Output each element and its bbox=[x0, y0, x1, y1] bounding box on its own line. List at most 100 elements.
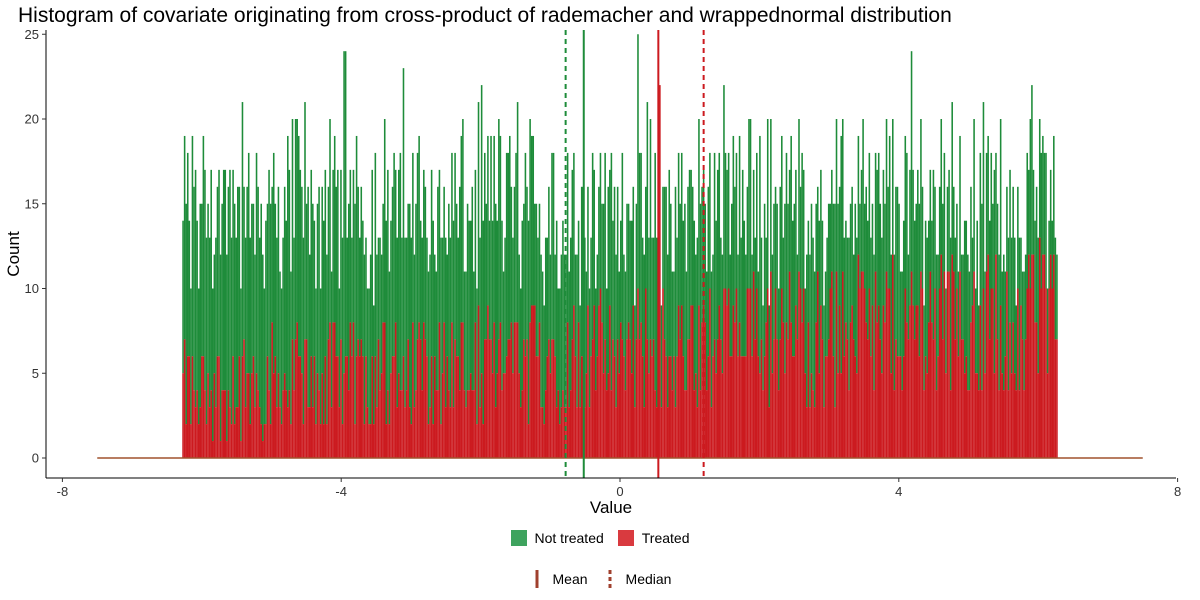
bar-treated bbox=[479, 407, 481, 458]
bar-treated bbox=[548, 339, 550, 458]
bar-not-treated bbox=[347, 203, 350, 391]
bar-treated bbox=[871, 305, 874, 458]
bar-treated bbox=[1046, 373, 1049, 458]
bar-treated bbox=[895, 339, 897, 458]
bar-treated bbox=[921, 288, 924, 458]
bar-treated bbox=[641, 356, 644, 458]
bar-treated bbox=[559, 424, 561, 458]
y-tick-label: 0 bbox=[32, 451, 39, 466]
bar-not-treated bbox=[977, 305, 980, 391]
bar-not-treated bbox=[776, 203, 778, 340]
bar-not-treated bbox=[251, 203, 253, 374]
bar-not-treated bbox=[255, 152, 258, 374]
bar-not-treated bbox=[594, 288, 597, 391]
bar-not-treated bbox=[424, 186, 427, 340]
bar-treated bbox=[505, 356, 508, 458]
bar-treated bbox=[738, 322, 741, 458]
bar-not-treated bbox=[924, 220, 927, 357]
bar-not-treated bbox=[821, 220, 824, 340]
bar-treated bbox=[709, 288, 711, 458]
not-treated-bars bbox=[182, 34, 1058, 442]
bar-treated bbox=[788, 271, 791, 458]
bar-treated bbox=[859, 288, 861, 458]
bar-treated bbox=[752, 271, 755, 458]
bar-not-treated bbox=[562, 220, 564, 391]
bar-treated bbox=[852, 339, 855, 458]
bar-not-treated bbox=[938, 186, 941, 289]
bar-not-treated bbox=[463, 271, 466, 391]
bar-treated bbox=[971, 305, 974, 458]
bar-not-treated bbox=[471, 186, 474, 391]
bar-not-treated bbox=[999, 119, 1002, 306]
bar-not-treated bbox=[962, 254, 964, 340]
bar-not-treated bbox=[232, 169, 234, 357]
bar-not-treated bbox=[537, 237, 539, 357]
bar-treated bbox=[469, 373, 472, 458]
bar-treated bbox=[438, 322, 441, 458]
bar-treated bbox=[576, 407, 578, 458]
bar-treated bbox=[959, 271, 961, 458]
bar-treated bbox=[730, 356, 733, 458]
bar-not-treated bbox=[238, 186, 241, 357]
bar-treated bbox=[374, 356, 377, 458]
bar-treated bbox=[898, 356, 900, 458]
bar-not-treated bbox=[283, 186, 286, 374]
bar-not-treated bbox=[224, 169, 227, 391]
bar-not-treated bbox=[366, 288, 369, 408]
bar-not-treated bbox=[191, 135, 194, 357]
bar-not-treated bbox=[387, 169, 389, 391]
bar-not-treated bbox=[566, 152, 569, 323]
bar-treated bbox=[313, 356, 316, 458]
bar-not-treated bbox=[190, 288, 192, 425]
bar-not-treated bbox=[373, 305, 375, 425]
bar-not-treated bbox=[509, 135, 511, 340]
bar-not-treated bbox=[801, 152, 803, 323]
bar-treated bbox=[1023, 390, 1025, 458]
bar-treated bbox=[732, 305, 735, 458]
bar-not-treated bbox=[660, 305, 663, 408]
bar-treated bbox=[877, 305, 880, 458]
bar-treated bbox=[727, 288, 730, 458]
bar-not-treated bbox=[401, 237, 403, 391]
bar-treated bbox=[529, 322, 531, 458]
bar-treated bbox=[305, 339, 308, 458]
bar-not-treated bbox=[629, 220, 631, 340]
bar-not-treated bbox=[529, 119, 531, 323]
bar-treated bbox=[626, 339, 628, 458]
bar-not-treated bbox=[1035, 186, 1038, 323]
bar-treated bbox=[863, 288, 866, 458]
bar-not-treated bbox=[727, 152, 730, 289]
bar-treated bbox=[340, 339, 342, 458]
bar-treated bbox=[915, 305, 918, 458]
bar-treated bbox=[1026, 288, 1029, 458]
bar-treated bbox=[806, 407, 808, 458]
bar-not-treated bbox=[654, 152, 656, 391]
bar-treated bbox=[265, 424, 267, 458]
bar-not-treated bbox=[235, 237, 237, 408]
bar-not-treated bbox=[524, 152, 527, 357]
bar-not-treated bbox=[480, 85, 483, 374]
bar-not-treated bbox=[398, 169, 400, 374]
bar-not-treated bbox=[399, 152, 402, 391]
bar-treated bbox=[1024, 339, 1027, 458]
bar-treated bbox=[247, 373, 250, 458]
legend-key-mean bbox=[535, 570, 539, 588]
bar-not-treated bbox=[954, 237, 957, 340]
bar-not-treated bbox=[221, 203, 223, 391]
bar-treated bbox=[751, 356, 753, 458]
bar-not-treated bbox=[272, 152, 275, 374]
bar-not-treated bbox=[443, 186, 445, 323]
bar-not-treated bbox=[291, 119, 294, 340]
bar-not-treated bbox=[591, 152, 594, 340]
bar-not-treated bbox=[1048, 220, 1050, 289]
bar-not-treated bbox=[812, 237, 814, 391]
bar-not-treated bbox=[934, 186, 936, 289]
bar-treated bbox=[904, 288, 907, 458]
bar-treated bbox=[627, 322, 630, 458]
bar-treated bbox=[523, 339, 525, 458]
bar-not-treated bbox=[671, 271, 674, 391]
bar-treated bbox=[183, 339, 186, 458]
bar-not-treated bbox=[982, 102, 985, 289]
bar-not-treated bbox=[318, 186, 320, 391]
bar-not-treated bbox=[452, 220, 455, 408]
